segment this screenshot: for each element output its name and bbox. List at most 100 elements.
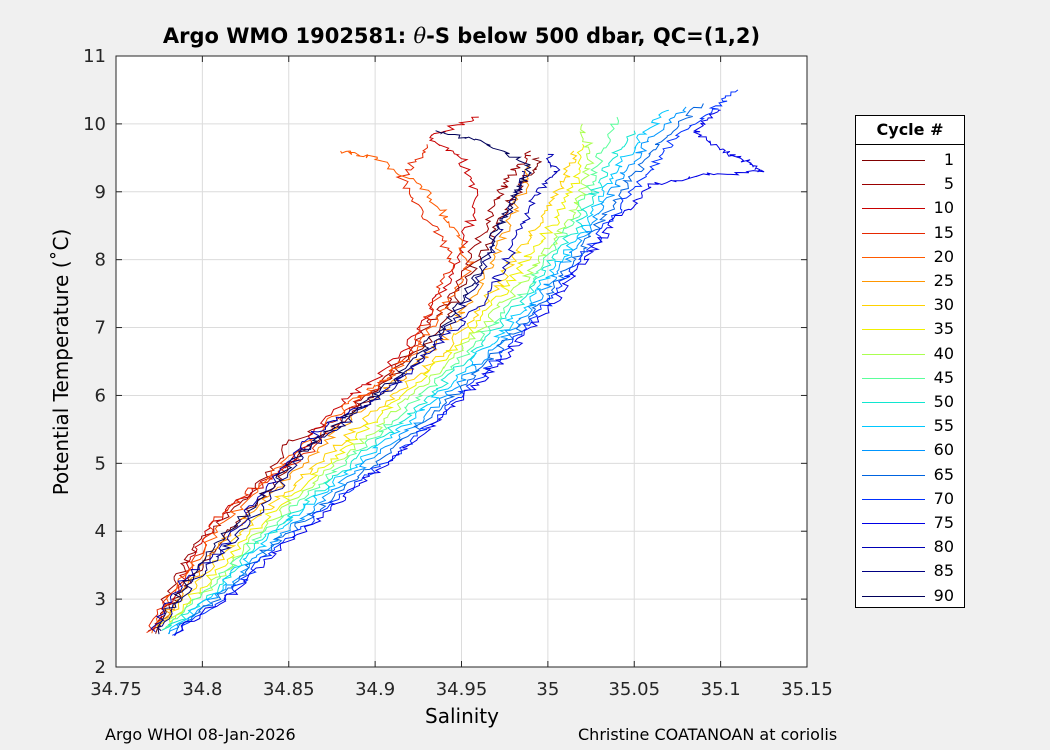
legend-item: 55 <box>856 414 964 438</box>
legend-item: 70 <box>856 487 964 511</box>
legend-swatch <box>862 353 925 355</box>
legend-swatch <box>862 184 925 186</box>
legend-item: 75 <box>856 511 964 535</box>
legend-swatch <box>862 232 925 234</box>
footer-left-text: Argo WHOI 08-Jan-2026 <box>105 725 296 744</box>
legend-item: 45 <box>856 366 964 390</box>
chart-title: Argo WMO 1902581: θ-S below 500 dbar, QC… <box>162 24 761 48</box>
legend-swatch <box>862 305 925 307</box>
y-tick-label: 2 <box>95 657 106 678</box>
series-line-cycle-1 <box>155 157 543 634</box>
series-line-cycle-10 <box>153 116 479 631</box>
legend-swatch <box>862 595 925 597</box>
legend-title: Cycle # <box>856 116 964 145</box>
legend-label: 90 <box>933 585 954 605</box>
legend-swatch <box>862 571 925 573</box>
series-line-cycle-55 <box>168 109 669 635</box>
series-line-cycle-90 <box>157 130 532 635</box>
legend-item: 1 <box>856 148 964 172</box>
legend-swatch <box>862 498 925 500</box>
legend-label: 15 <box>933 222 954 242</box>
legend-swatch <box>862 256 925 258</box>
series-line-cycle-20 <box>151 150 476 634</box>
legend-item: 90 <box>856 584 964 608</box>
x-tick-label: 35.05 <box>608 679 660 700</box>
series-line-cycle-80 <box>150 153 561 633</box>
legend-label: 65 <box>933 464 954 484</box>
legend-item: 25 <box>856 269 964 293</box>
x-tick-label: 34.9 <box>355 679 395 700</box>
legend-item: 50 <box>856 390 964 414</box>
x-tick-label: 34.95 <box>436 679 488 700</box>
legend-swatch <box>862 281 925 282</box>
legend-label: 25 <box>933 271 954 290</box>
series-layer <box>146 89 765 637</box>
legend-label: 75 <box>933 513 954 532</box>
legend-swatch <box>862 377 925 379</box>
legend-swatch <box>862 208 925 210</box>
y-tick-label: 3 <box>95 589 106 610</box>
footer-right-text: Christine COATANOAN at coriolis <box>578 725 838 744</box>
x-tick-label: 34.75 <box>90 679 142 700</box>
y-tick-label: 9 <box>95 182 106 203</box>
legend-label: 5 <box>943 174 954 194</box>
series-line-cycle-75 <box>174 109 765 637</box>
y-tick-label: 7 <box>95 318 106 339</box>
series-line-cycle-85 <box>156 170 526 632</box>
legend-item: 80 <box>856 535 964 559</box>
x-tick-label: 34.8 <box>182 679 222 700</box>
legend-item: 20 <box>856 245 964 269</box>
y-tick-label: 8 <box>95 250 106 271</box>
series-line-cycle-50 <box>161 130 636 631</box>
legend-label: 60 <box>933 440 954 460</box>
legend-label: 1 <box>943 150 954 169</box>
legend-swatch <box>862 426 925 428</box>
legend-label: 35 <box>933 319 954 339</box>
legend-label: 20 <box>933 246 954 266</box>
series-line-cycle-25 <box>156 164 531 631</box>
x-tick-label: 34.85 <box>263 679 315 700</box>
legend-item: 10 <box>856 196 964 220</box>
y-tick-label: 4 <box>95 521 106 542</box>
y-tick-label: 5 <box>95 453 106 474</box>
legend: Cycle # 1 5 10 15 20 25 30 35 40 45 50 55 60 65 70 75 80… <box>855 115 965 608</box>
legend-label: 80 <box>933 537 954 557</box>
legend-item: 85 <box>856 559 964 583</box>
legend-label: 70 <box>933 488 954 508</box>
legend-label: 85 <box>933 561 954 581</box>
y-axis-label: Potential Temperature (˚C) <box>49 228 73 496</box>
legend-swatch <box>862 547 925 549</box>
x-tick-label: 35.1 <box>701 679 741 700</box>
legend-item: 5 <box>856 172 964 196</box>
legend-label: 30 <box>933 295 954 315</box>
series-line-cycle-45 <box>164 116 620 629</box>
legend-item: 35 <box>856 317 964 341</box>
legend-item: 60 <box>856 438 964 462</box>
series-line-cycle-60 <box>168 106 687 635</box>
y-tick-label: 10 <box>83 114 106 135</box>
series-line-cycle-15 <box>146 144 455 634</box>
series-line-cycle-30 <box>157 150 578 629</box>
legend-swatch <box>862 329 925 331</box>
series-line-cycle-65 <box>174 103 704 635</box>
legend-label: 10 <box>933 198 954 218</box>
legend-item: 40 <box>856 342 964 366</box>
x-tick-label: 35.15 <box>781 679 833 700</box>
x-axis-label: Salinity <box>425 704 499 728</box>
x-tick-label: 35 <box>536 679 559 700</box>
legend-item: 15 <box>856 221 964 245</box>
legend-item: 65 <box>856 463 964 487</box>
legend-swatch <box>862 523 925 524</box>
series-line-cycle-40 <box>163 123 595 631</box>
tick-marks <box>115 55 808 668</box>
legend-label: 55 <box>933 416 954 436</box>
legend-label: 50 <box>933 392 954 411</box>
legend-swatch <box>862 160 925 161</box>
legend-swatch <box>862 450 925 452</box>
legend-label: 45 <box>933 367 954 387</box>
legend-item: 30 <box>856 293 964 317</box>
legend-label: 40 <box>933 343 954 363</box>
tick-labels: 34.75 34.8 34.85 34.9 34.95 35 35.05 35.1 35.152… <box>83 46 833 700</box>
y-tick-label: 6 <box>95 385 106 406</box>
